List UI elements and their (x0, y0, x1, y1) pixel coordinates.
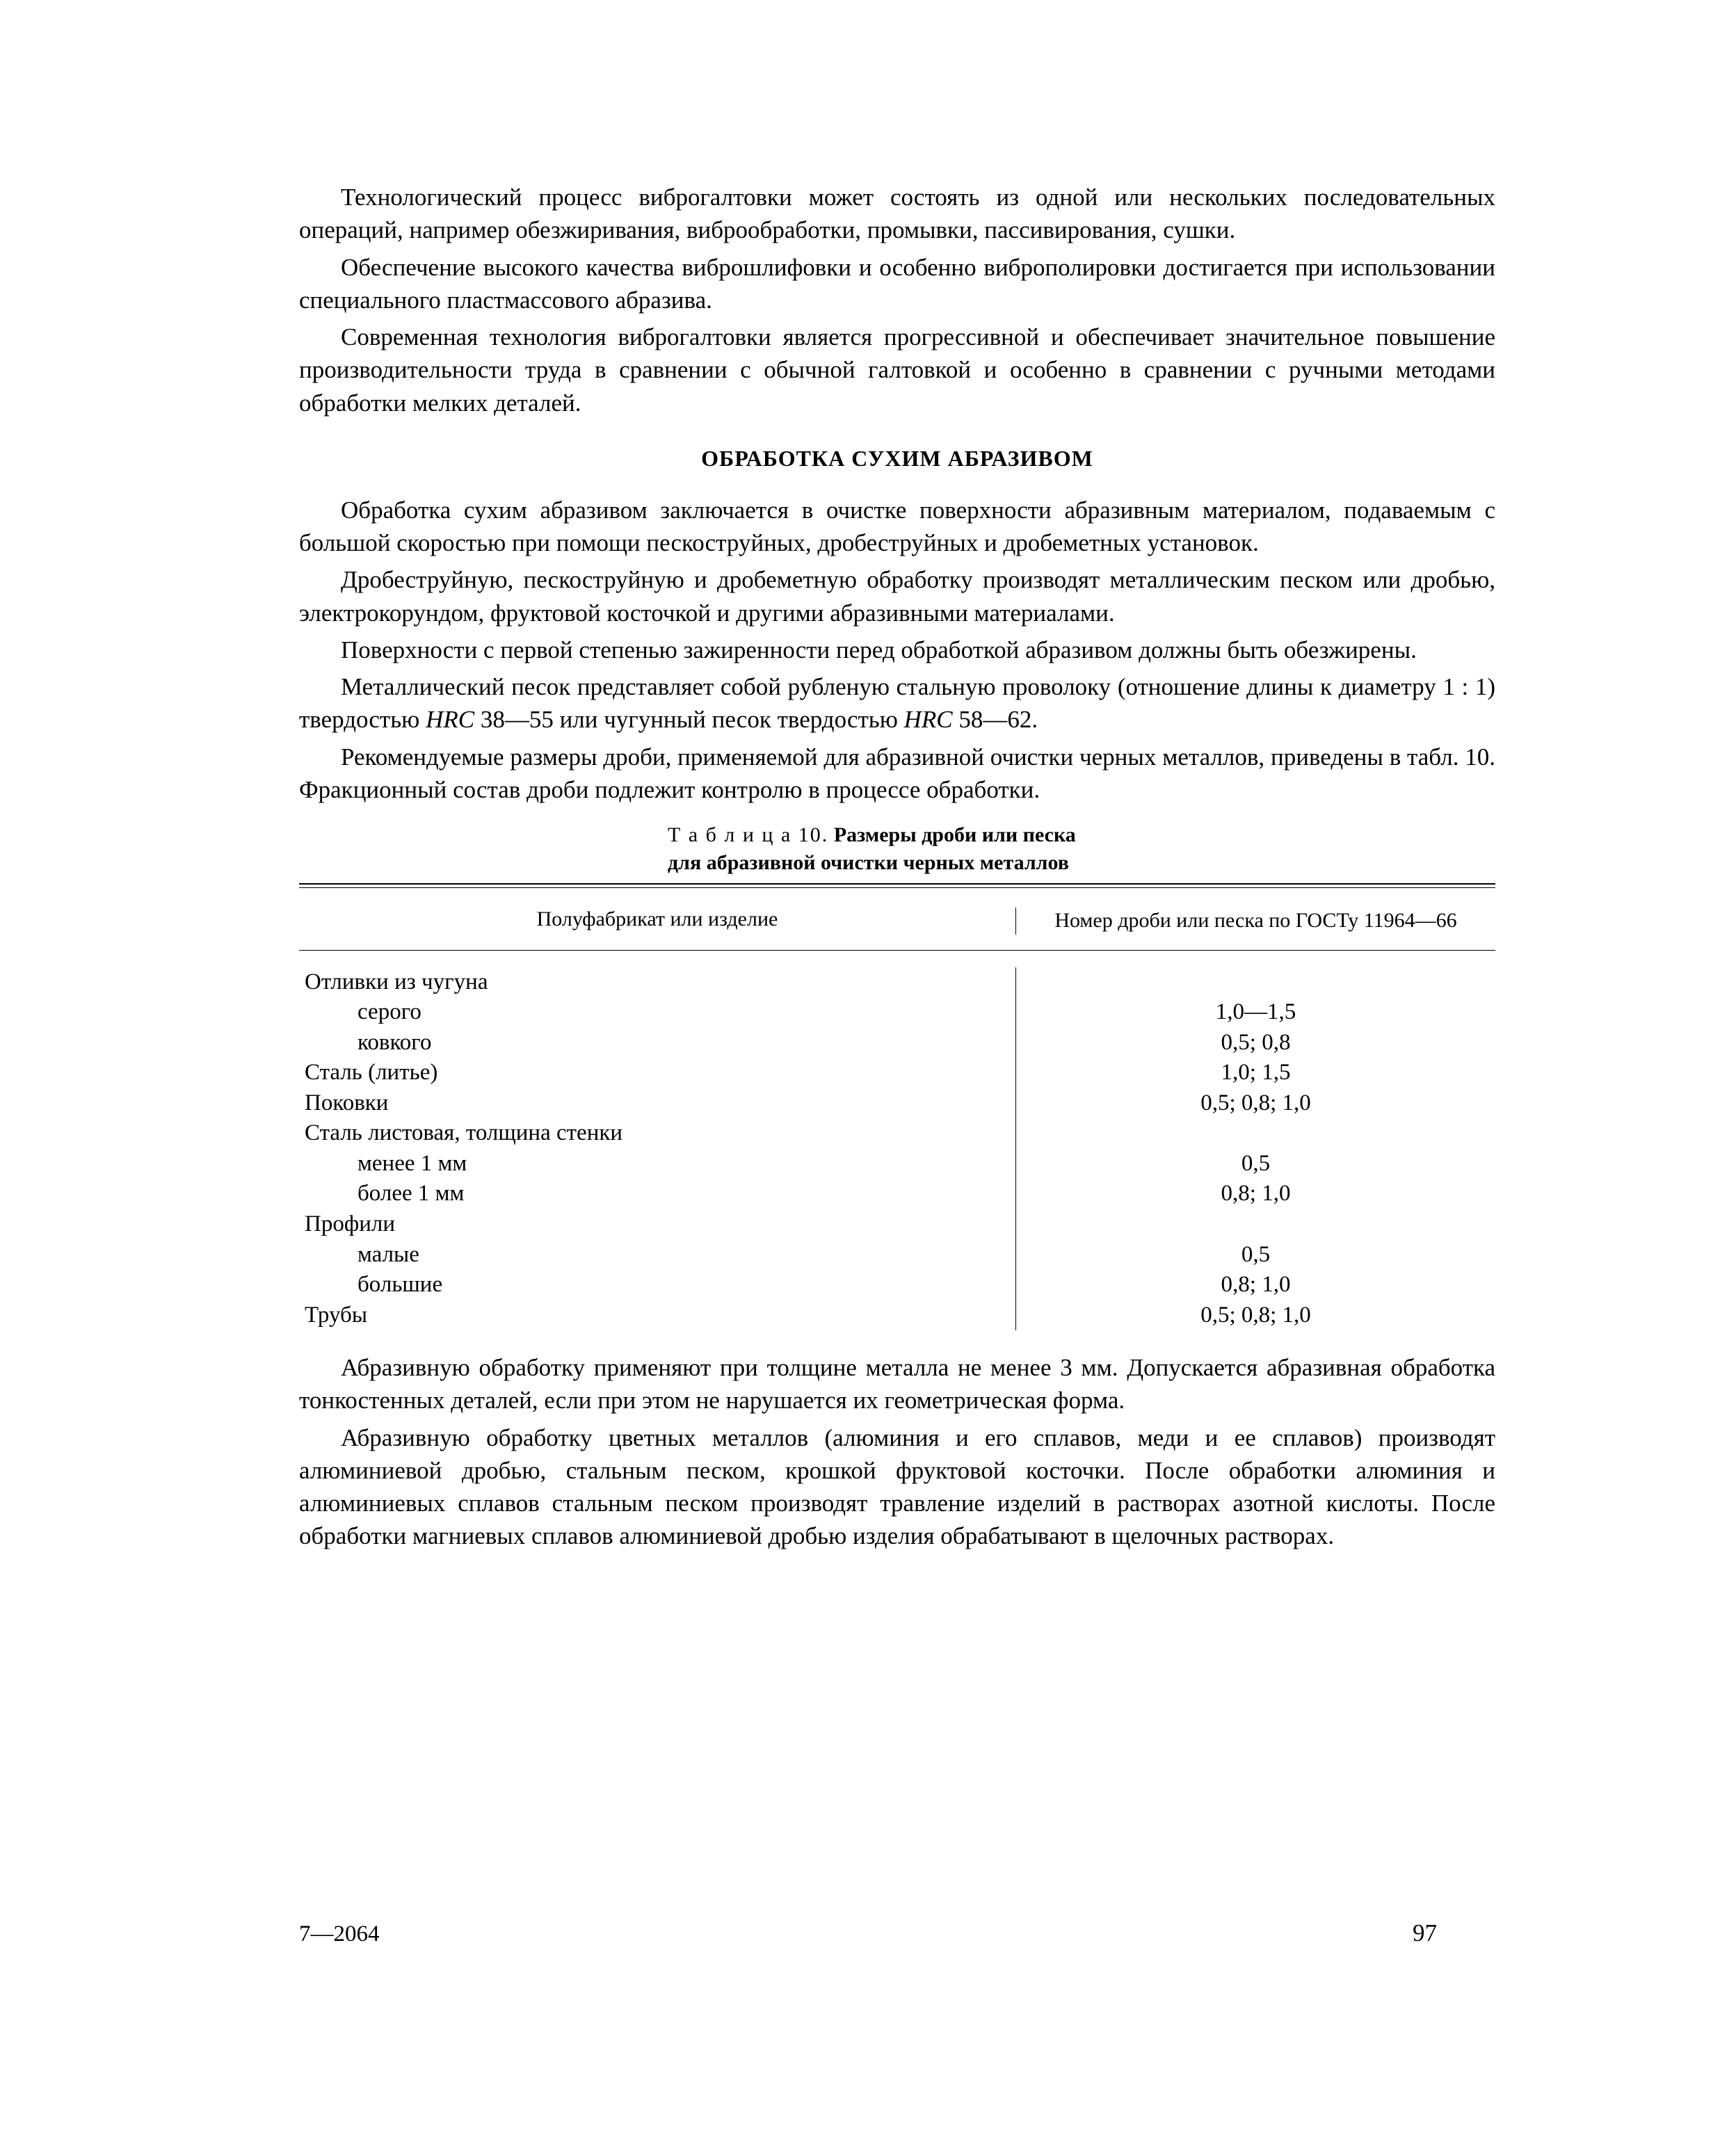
table-row: Сталь (литье) (305, 1058, 1010, 1088)
table-caption-title: Размеры дроби или песка (828, 823, 1075, 846)
text-run-italic: HRC (904, 706, 953, 733)
table: Полуфабрикат или изделие Номер дроби или… (299, 883, 1495, 1334)
footer-signature: 7—2064 (299, 1921, 380, 1947)
paragraph: Абразивную обработку применяют при толщи… (299, 1351, 1495, 1417)
table-body: Отливки из чугуна серого ковкого Сталь (… (299, 951, 1495, 1335)
table-header-cell: Номер дроби или песка по ГОСТу 11964—66 (1015, 908, 1495, 934)
table-cell: 0,5 (1023, 1240, 1488, 1271)
paragraph: Абразивную обработку цветных металлов (а… (299, 1421, 1495, 1553)
paragraph: Обеспечение высокого качества виброшлифо… (299, 251, 1495, 317)
table-cell: 0,8; 1,0 (1023, 1179, 1488, 1209)
table-row: Профили (305, 1209, 1010, 1240)
table-cell (1023, 967, 1488, 998)
paragraph: Металлический песок представляет собой р… (299, 670, 1495, 736)
paragraph: Рекомендуемые размеры дроби, применяемой… (299, 741, 1495, 807)
table-caption-subtitle: для абразивной очистки черных металлов (668, 851, 1069, 874)
page-number: 97 (1413, 1919, 1437, 1947)
paragraph: Технологический процесс виброгалтовки мо… (299, 181, 1495, 247)
table-row: большие (357, 1270, 1010, 1300)
table-row: ковкого (357, 1028, 1010, 1058)
paragraph: Обработка сухим абразивом заключается в … (299, 494, 1495, 560)
table-cell: 0,5; 0,8; 1,0 (1023, 1088, 1488, 1119)
table-col-right: 1,0—1,5 0,5; 0,8 1,0; 1,5 0,5; 0,8; 1,0 … (1015, 967, 1495, 1331)
table-header-row: Полуфабрикат или изделие Номер дроби или… (299, 888, 1495, 949)
text-run: 38—55 или чугунный песок твердостью (474, 706, 904, 733)
table-cell: 0,5 (1023, 1149, 1488, 1179)
table-row: серого (357, 997, 1010, 1028)
table-row: более 1 мм (357, 1179, 1010, 1209)
paragraph: Современная технология виброгалтовки явл… (299, 321, 1495, 419)
table-cell: 0,5; 0,8 (1023, 1028, 1488, 1058)
page-content: Технологический процесс виброгалтовки мо… (299, 181, 1495, 1557)
table-row: Поковки (305, 1088, 1010, 1119)
table-cell (1023, 1209, 1488, 1240)
table-row: малые (357, 1240, 1010, 1271)
table-row: Сталь листовая, толщина стенки (305, 1118, 1010, 1149)
table-cell: 0,5; 0,8; 1,0 (1023, 1300, 1488, 1331)
table-header-cell: Полуфабрикат или изделие (299, 908, 1015, 934)
table-col-left: Отливки из чугуна серого ковкого Сталь (… (299, 967, 1015, 1331)
table-cell: 0,8; 1,0 (1023, 1270, 1488, 1300)
table-cell: 1,0; 1,5 (1023, 1058, 1488, 1088)
table-row: менее 1 мм (357, 1149, 1010, 1179)
table-row: Отливки из чугуна (305, 967, 1010, 998)
text-run: 58—62. (953, 706, 1038, 733)
table-rule-top (299, 883, 1495, 885)
text-run-italic: HRC (426, 706, 474, 733)
paragraph: Поверхности с первой степенью зажиреннос… (299, 634, 1495, 666)
table-cell (1023, 1118, 1488, 1149)
table-row: Трубы (305, 1300, 1010, 1331)
section-heading: ОБРАБОТКА СУХИМ АБРАЗИВОМ (299, 446, 1495, 471)
table-caption: Т а б л и ц а 10. Размеры дроби или песк… (668, 821, 1495, 876)
table-cell: 1,0—1,5 (1023, 997, 1488, 1028)
table-caption-lead: Т а б л и ц а 10. (668, 823, 828, 846)
paragraph: Дробеструйную, пескоструйную и дробеметн… (299, 563, 1495, 629)
